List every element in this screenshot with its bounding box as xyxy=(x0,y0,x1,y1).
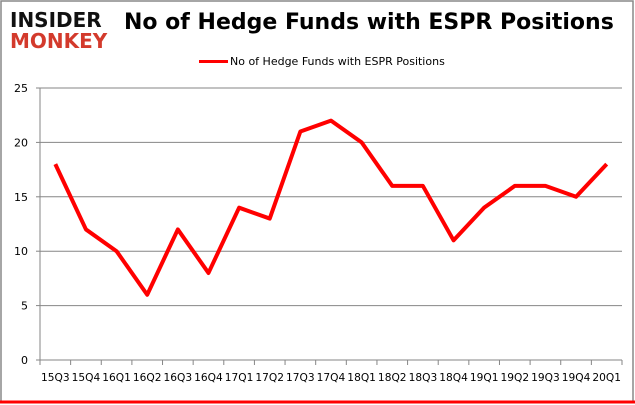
x-tick-label: 16Q4 xyxy=(194,372,223,384)
x-tick-label: 19Q1 xyxy=(470,372,499,384)
x-tick-label: 18Q4 xyxy=(439,372,468,384)
x-tick-label: 17Q4 xyxy=(317,372,346,384)
x-tick-label: 15Q3 xyxy=(41,372,70,384)
x-tick-label: 19Q2 xyxy=(500,372,529,384)
y-tick-label: 25 xyxy=(14,82,28,95)
y-tick-label: 10 xyxy=(14,245,28,258)
chart-title: No of Hedge Funds with ESPR Positions xyxy=(124,10,614,35)
series-line xyxy=(53,118,609,297)
x-tick-label: 17Q3 xyxy=(286,372,315,384)
x-tick-label: 15Q4 xyxy=(72,372,101,384)
y-tick-label: 0 xyxy=(21,354,28,367)
x-tick-label: 18Q2 xyxy=(378,372,407,384)
y-tick-label: 5 xyxy=(21,300,28,313)
insider-monkey-logo: INSIDER MONKEY xyxy=(10,8,118,53)
x-tick-label: 17Q2 xyxy=(255,372,284,384)
x-tick-label: 20Q1 xyxy=(592,372,621,384)
legend-label: No of Hedge Funds with ESPR Positions xyxy=(230,55,445,68)
legend-swatch xyxy=(199,60,228,63)
logo-line2: MONKEY xyxy=(10,29,108,53)
x-tick-label: 19Q4 xyxy=(562,372,591,384)
y-tick-label: 20 xyxy=(14,136,28,149)
logo-line1: INSIDER xyxy=(10,8,102,32)
legend: No of Hedge Funds with ESPR Positions xyxy=(199,55,445,68)
x-tick-label: 16Q2 xyxy=(133,372,162,384)
x-tick-label: 16Q1 xyxy=(102,372,131,384)
x-tick-label: 18Q3 xyxy=(409,372,438,384)
x-tick-label: 16Q3 xyxy=(164,372,193,384)
x-tick-label: 19Q3 xyxy=(531,372,560,384)
x-tick-label: 17Q1 xyxy=(225,372,254,384)
x-tick-label: 18Q1 xyxy=(347,372,376,384)
y-tick-label: 15 xyxy=(14,191,28,204)
